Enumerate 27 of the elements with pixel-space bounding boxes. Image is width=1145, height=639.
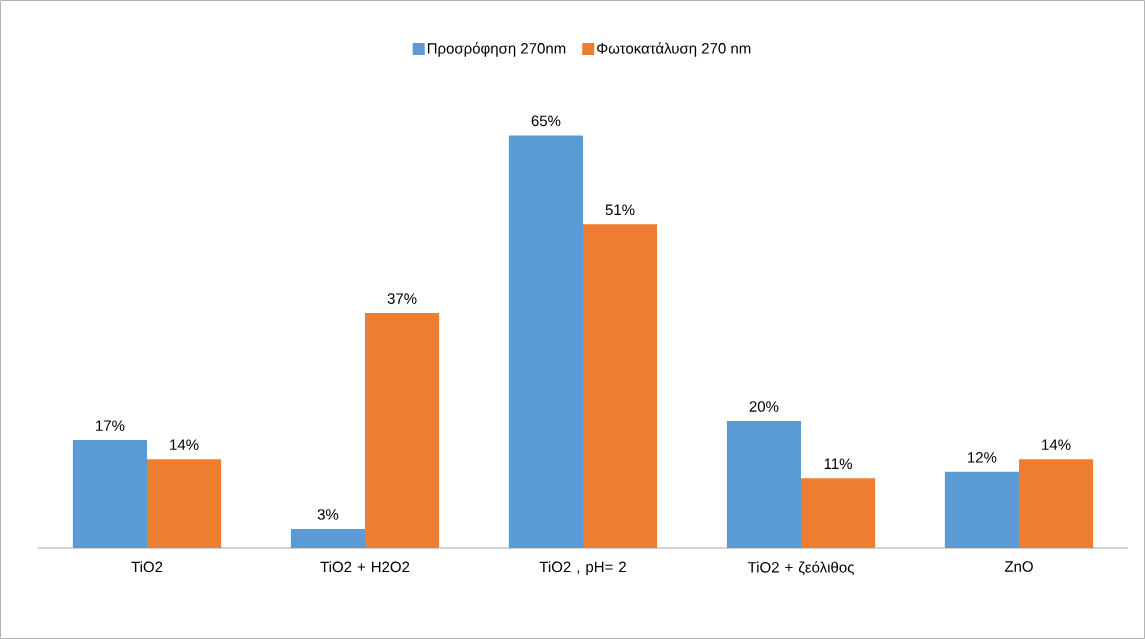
bar	[800, 478, 876, 548]
bar	[1018, 459, 1094, 548]
data-label: 37%	[387, 293, 417, 304]
data-label: 14%	[1042, 439, 1071, 450]
bar	[72, 440, 147, 548]
data-label: 14%	[170, 439, 199, 450]
bar	[290, 528, 365, 548]
bar	[508, 135, 583, 548]
x-tick-label: ZnO	[1004, 561, 1033, 572]
x-tick-label: TiO2 + H2O2	[320, 561, 410, 573]
bar	[147, 459, 222, 548]
data-label: 51%	[605, 204, 635, 216]
legend-label: Προσρόφηση 270nm	[427, 42, 566, 57]
x-tick-label: TiO2	[131, 561, 163, 573]
data-label: 11%	[824, 458, 852, 469]
x-tick-label: TiO2 , pH= 2	[539, 561, 626, 576]
data-label: 20%	[749, 401, 779, 412]
data-label: 65%	[531, 115, 561, 127]
data-label: 3%	[317, 509, 339, 520]
bar	[944, 471, 1019, 548]
bar	[582, 224, 658, 548]
data-label: 17%	[96, 420, 125, 431]
bar	[365, 313, 440, 548]
legend-label: Φωτοκατάλυση 270 nm	[597, 42, 751, 57]
bar	[726, 421, 801, 548]
data-label: 12%	[968, 452, 997, 463]
x-tick-label: TiO2 + ζεόλιθος	[747, 561, 854, 576]
